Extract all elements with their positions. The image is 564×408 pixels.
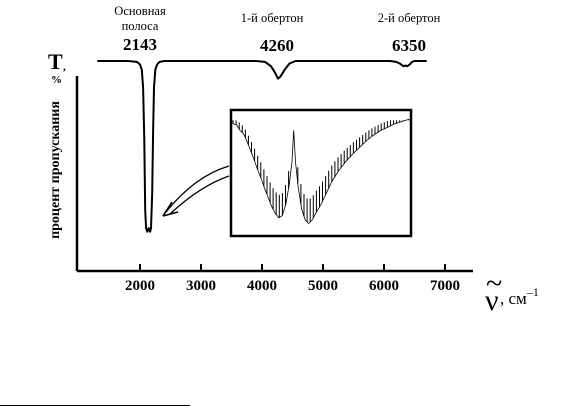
x-tilde: ~	[486, 267, 502, 300]
axes	[75, 76, 473, 273]
peak-1-name-line-2: полоса	[122, 19, 159, 33]
peak-3-value: 6350	[392, 36, 426, 55]
x-symbol: ν	[485, 284, 499, 317]
arrow-stroke-2	[169, 175, 230, 215]
y-symbol: T	[48, 49, 63, 74]
y-unit: %	[51, 74, 62, 86]
y-axis-title: T , % процент пропускания	[48, 49, 66, 239]
y-symbol-comma: ,	[63, 61, 66, 73]
x-tick-label-4000: 4000	[247, 278, 277, 294]
x-axis-title: ~ ν , см–1	[485, 267, 539, 317]
peak-1-value: 2143	[123, 35, 157, 54]
x-tick-label-6000: 6000	[369, 278, 399, 294]
x-unit-exponent: –1	[526, 285, 539, 299]
spectrum-line	[97, 60, 427, 233]
footnote-separator	[0, 405, 190, 406]
x-tick-label-5000: 5000	[308, 278, 338, 294]
x-ticks	[139, 264, 446, 271]
inset	[229, 108, 413, 238]
x-unit-text: , см	[500, 289, 527, 308]
arrow-stroke-1	[165, 165, 230, 213]
callout-arrow	[162, 165, 230, 217]
x-tick-labels: 2000 3000 4000 5000 6000 7000	[125, 278, 460, 294]
peak-2-value: 4260	[260, 36, 294, 55]
x-tick-label-2000: 2000	[125, 278, 155, 294]
arrow-head	[162, 201, 179, 217]
inset-rotational-lines	[232, 119, 410, 222]
inset-envelope	[232, 118, 410, 224]
y-axis-label: процент пропускания	[48, 101, 63, 239]
x-unit: , см–1	[500, 285, 539, 308]
peak-1-name-line-1: Основная	[114, 4, 166, 18]
x-tick-label-3000: 3000	[186, 278, 216, 294]
peak-3-name: 2-й обертон	[378, 11, 441, 25]
peak-2-name: 1-й обертон	[241, 11, 304, 25]
peak-labels: Основная полоса 2143 1-й обертон 4260 2-…	[114, 4, 440, 55]
x-tick-label-7000: 7000	[430, 278, 460, 294]
